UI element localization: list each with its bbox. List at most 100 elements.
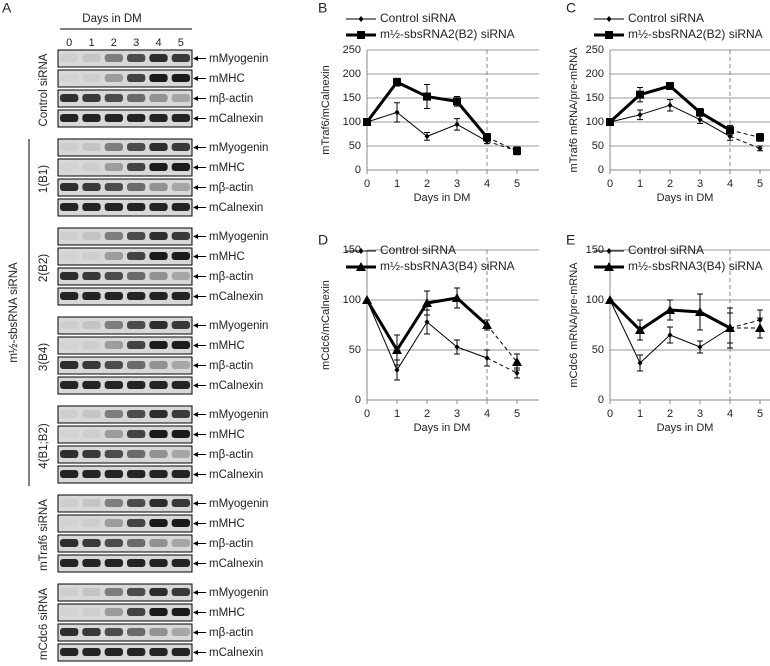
band bbox=[149, 470, 168, 478]
arrow-head bbox=[193, 56, 198, 61]
lane-label: 5 bbox=[178, 37, 184, 49]
arrow-head bbox=[193, 185, 198, 190]
y-tick-label: 0 bbox=[598, 164, 604, 176]
legend-text: Control siRNA bbox=[628, 11, 704, 25]
marker bbox=[513, 146, 521, 155]
marker bbox=[423, 92, 431, 101]
blot-label: mMHC bbox=[209, 607, 245, 619]
y-axis-label: mCdc6/mCalnexin bbox=[320, 280, 332, 370]
line-segment bbox=[396, 80, 428, 98]
blot-label: mMyogenin bbox=[209, 498, 268, 510]
band bbox=[149, 341, 168, 349]
band bbox=[171, 203, 190, 211]
y-axis-label: mCdc6 mRNA/pre-mRNA bbox=[568, 262, 580, 388]
band bbox=[82, 341, 101, 349]
band bbox=[82, 539, 101, 547]
band bbox=[149, 292, 168, 300]
y-axis-label: mTraf6/mCalnexin bbox=[320, 65, 332, 154]
blot-label: mCalnexin bbox=[209, 291, 263, 303]
band bbox=[149, 648, 168, 656]
y-tick-label: 250 bbox=[586, 44, 604, 56]
panel-letter: E bbox=[566, 232, 575, 248]
band bbox=[171, 74, 190, 82]
band bbox=[171, 143, 190, 151]
legend-marker bbox=[606, 248, 612, 254]
blot-label: mβ-actin bbox=[209, 538, 253, 550]
band bbox=[127, 410, 146, 418]
band bbox=[127, 470, 146, 478]
blot-label: mMyogenin bbox=[209, 409, 268, 421]
band bbox=[104, 292, 123, 300]
band bbox=[104, 628, 123, 636]
marker bbox=[637, 111, 643, 118]
line-segment bbox=[455, 296, 489, 327]
band bbox=[127, 94, 146, 102]
marker bbox=[514, 370, 520, 376]
band bbox=[127, 361, 146, 369]
band bbox=[171, 499, 190, 507]
band bbox=[127, 203, 146, 211]
band bbox=[127, 499, 146, 507]
marker bbox=[667, 332, 673, 338]
band bbox=[149, 608, 168, 616]
arrow-head bbox=[193, 590, 198, 595]
line-segment bbox=[426, 296, 458, 305]
x-tick-label: 1 bbox=[394, 408, 400, 420]
band bbox=[127, 252, 146, 260]
band bbox=[60, 94, 79, 102]
band bbox=[171, 292, 190, 300]
blot-label: mβ-actin bbox=[209, 627, 253, 639]
line-segment bbox=[699, 111, 731, 132]
arrow-head bbox=[193, 145, 198, 150]
band bbox=[149, 519, 168, 527]
lane-label: 2 bbox=[111, 37, 117, 49]
band bbox=[60, 203, 79, 211]
legend-text: m½-sbsRNA2(B2) siRNA bbox=[628, 27, 763, 41]
blot-label: mCalnexin bbox=[209, 469, 263, 481]
x-tick-label: 0 bbox=[607, 178, 613, 190]
band bbox=[60, 321, 79, 329]
x-axis-label: Days in DM bbox=[414, 422, 471, 434]
x-tick-label: 4 bbox=[727, 408, 733, 420]
y-tick-label: 250 bbox=[343, 44, 361, 56]
marker bbox=[452, 293, 462, 302]
band bbox=[127, 430, 146, 438]
band bbox=[171, 272, 190, 280]
marker bbox=[363, 118, 371, 126]
band bbox=[104, 539, 123, 547]
y-tick-label: 0 bbox=[355, 164, 361, 176]
band bbox=[171, 539, 190, 547]
band bbox=[82, 114, 101, 122]
arrow-head bbox=[193, 452, 198, 457]
band bbox=[149, 272, 168, 280]
band bbox=[171, 183, 190, 191]
band bbox=[171, 381, 190, 389]
band bbox=[104, 114, 123, 122]
legend-marker bbox=[357, 31, 365, 39]
band bbox=[104, 203, 123, 211]
marker bbox=[512, 357, 522, 366]
band bbox=[127, 74, 146, 82]
band bbox=[127, 321, 146, 329]
band bbox=[127, 54, 146, 62]
blot-label: mMyogenin bbox=[209, 587, 268, 599]
band bbox=[104, 648, 123, 656]
band bbox=[60, 292, 79, 300]
marker bbox=[667, 102, 673, 109]
x-tick-label: 3 bbox=[454, 178, 460, 190]
legend-marker bbox=[605, 31, 613, 39]
x-tick-label: 4 bbox=[484, 408, 490, 420]
arrow-head bbox=[193, 650, 198, 655]
marker bbox=[392, 345, 402, 354]
arrow-head bbox=[193, 383, 198, 388]
legend-marker bbox=[606, 16, 612, 22]
y-tick-label: 150 bbox=[343, 244, 361, 256]
y-tick-label: 100 bbox=[586, 116, 604, 128]
band bbox=[104, 381, 123, 389]
band bbox=[82, 143, 101, 151]
blot-label: mβ-actin bbox=[209, 93, 253, 105]
marker bbox=[636, 90, 644, 99]
blot-label: mMyogenin bbox=[209, 320, 268, 332]
panel-letter: D bbox=[318, 232, 328, 248]
panel-letter: B bbox=[318, 0, 327, 16]
